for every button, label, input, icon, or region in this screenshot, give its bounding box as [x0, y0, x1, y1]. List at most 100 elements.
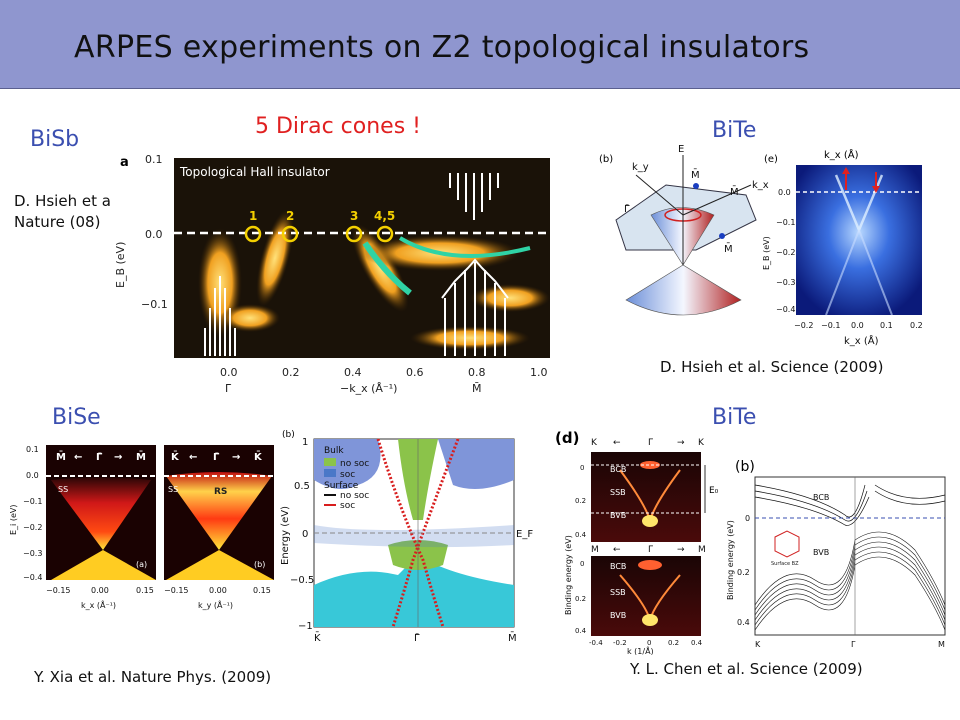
ytick: 0.1 [26, 445, 39, 454]
header-gamma: Γ [648, 545, 653, 555]
bulk-soc-region [438, 439, 514, 489]
right-ytick: 0.4 [737, 618, 750, 627]
header-k-left: K [591, 438, 598, 448]
xtick: 0.6 [406, 366, 424, 379]
y-axis-label: Energy (eV) [280, 506, 291, 565]
right-x-point-k: K [755, 640, 761, 649]
right-ytick: 0 [745, 514, 750, 523]
xtick: 0 [647, 639, 651, 647]
band-blob [410, 326, 530, 350]
cone-label-3: 3 [350, 209, 358, 223]
lower-dirac-cone [625, 264, 742, 316]
header-k-right: K̄ [254, 450, 263, 463]
ytick: −0.4 [23, 573, 42, 582]
section-bite-top: BiTe [712, 118, 757, 143]
x-axis-label-b: k_y (Å⁻¹) [198, 599, 233, 610]
spin-arrow-down-head [872, 186, 880, 193]
arpes-map-bite [796, 165, 922, 315]
ytick: 1 [302, 437, 308, 448]
bise-arpes-figure: M̄ ← Γ̄ → M̄ SS (a) K̄ ← Γ̄ → K̄ SS RS (… [6, 440, 276, 620]
xtick: −0.15 [164, 586, 189, 595]
xtick: -0.4 [589, 639, 603, 647]
panel-e-label: (e) [764, 154, 778, 165]
m-point-dot [719, 233, 725, 239]
label-kx: k_x [752, 180, 769, 191]
right-x-point-m: M [938, 640, 945, 649]
label-m2: M̄ [730, 185, 739, 198]
header-k-right: K [698, 438, 705, 448]
xtick: −0.1 [821, 321, 840, 330]
ytick: 0.0 [26, 471, 39, 480]
header-arrow-left: ← [74, 452, 82, 463]
xtick: −0.2 [794, 321, 813, 330]
x-axis-label: k (1/Å) [627, 645, 654, 655]
kx-top-title: k_x (Å) [824, 148, 859, 161]
ytick: 0.2 [575, 497, 586, 505]
header-k-left: K̄ [171, 450, 180, 463]
bisb-arpes-figure: a Topological Hall insulator 1 2 3 4,5 [110, 148, 560, 396]
calc-conduction-bands [754, 484, 946, 526]
header-arrow-left: ← [613, 438, 621, 448]
header-m-right: M [698, 545, 706, 555]
xtick: 0.2 [282, 366, 300, 379]
header-arrow-left: ← [189, 452, 197, 463]
y-axis-label: Binding energy (eV) [564, 535, 573, 615]
legend-soc: soc [340, 470, 355, 480]
ytick: −0.1 [23, 497, 42, 506]
label-bvb-upper: BVB [610, 511, 626, 520]
xtick: 0.2 [668, 639, 679, 647]
header-arrow-right: → [232, 452, 240, 463]
legend-nosoc: no soc [340, 459, 369, 469]
x-axis-label-a: k_x (Å⁻¹) [81, 599, 116, 610]
right-bcb-label: BCB [813, 493, 829, 502]
xtick: 0.00 [209, 586, 227, 595]
x-point-m: M̄ [472, 382, 482, 395]
ytick: −0.4 [776, 305, 795, 314]
bulk-valence-region [314, 555, 514, 627]
header-arrow-right: → [677, 545, 685, 555]
ytick: 0.0 [778, 188, 791, 197]
bulk-conduction-a [51, 477, 151, 550]
citation-hsieh-science: D. Hsieh et al. Science (2009) [660, 358, 884, 376]
calc-band-frame [754, 476, 946, 636]
cone-marker [345, 225, 363, 243]
label-ssb-lower: SSB [610, 588, 626, 597]
header-m-left: M̄ [56, 450, 66, 463]
ytick: −0.1 [141, 298, 168, 311]
panel-d-label: (d) [555, 429, 579, 447]
rs-label: RS [214, 487, 227, 497]
x-axis-label: −k_x (Å⁻¹) [340, 382, 397, 395]
ytick: 0.5 [294, 481, 310, 492]
dirac-point-upper [642, 515, 658, 527]
band-cyan [398, 236, 531, 258]
ytick: 0 [580, 560, 584, 568]
xtick: 0.00 [91, 586, 109, 595]
cone-marker [376, 225, 394, 243]
bulk-edge [441, 258, 509, 299]
panel-b-label: (b) [599, 154, 613, 165]
ss-label-b: SS [168, 485, 178, 494]
y-axis-label: E_B (eV) [762, 236, 771, 270]
x-point-gamma: Γ̄ [414, 633, 420, 643]
ytick: −0.3 [23, 549, 42, 558]
section-bise: BiSe [52, 405, 101, 430]
ytick: 0.4 [575, 627, 587, 635]
panel-b-tag: (b) [254, 560, 265, 569]
cone-label-45: 4,5 [374, 209, 395, 223]
fermi-label: E_F [516, 529, 533, 540]
label-gamma: Γ̄ [624, 204, 630, 215]
xtick: 0.1 [880, 321, 893, 330]
dirac-point-lower [642, 614, 658, 626]
xtick: -0.2 [613, 639, 627, 647]
surface-state-lower [825, 229, 893, 316]
ytick: −0.2 [23, 523, 42, 532]
citation-xia: Y. Xia et al. Nature Phys. (2009) [34, 668, 272, 686]
ytick: 0.2 [575, 595, 586, 603]
ytick: −0.2 [776, 248, 795, 257]
dirac-cones-note: 5 Dirac cones ! [255, 114, 421, 139]
surface-soc-line [391, 438, 460, 628]
xtick: 0.4 [344, 366, 362, 379]
ss-label-a: SS [58, 485, 68, 494]
bcb-lower [638, 560, 662, 570]
ytick: 0.1 [145, 153, 163, 166]
